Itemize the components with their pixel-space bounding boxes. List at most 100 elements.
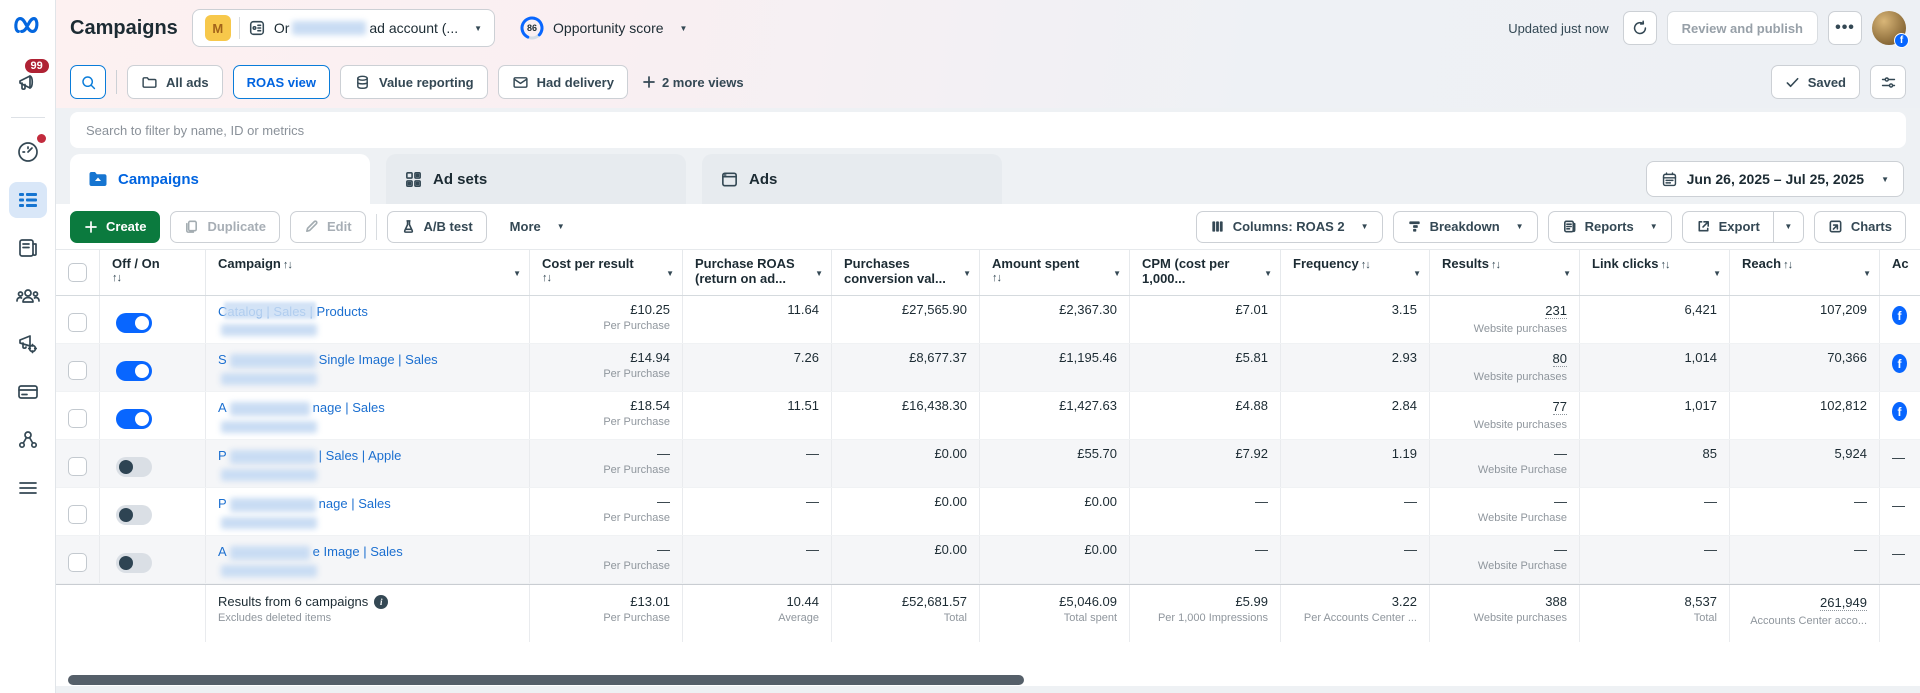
columns-button[interactable]: Columns: ROAS 2 ▼ xyxy=(1195,210,1383,243)
filter-input[interactable] xyxy=(86,122,1890,138)
campaign-name-link[interactable]: S Single Image | Sales xyxy=(218,352,438,368)
info-icon[interactable]: i xyxy=(374,594,389,609)
people-icon xyxy=(15,284,41,308)
ad-sets-icon xyxy=(406,171,421,187)
row-checkbox[interactable] xyxy=(68,505,87,524)
campaign-toggle[interactable] xyxy=(116,360,152,381)
cpm-cell: £5.81 xyxy=(1235,350,1268,365)
campaign-toggle[interactable] xyxy=(116,312,152,333)
redacted-subtitle xyxy=(221,420,317,433)
view-value-reporting[interactable]: Value reporting xyxy=(339,65,488,99)
chevron-down-icon: ▼ xyxy=(1649,222,1658,231)
column-header-cost-per-result[interactable]: Cost per result ↑↓ ▼ xyxy=(529,250,682,295)
sidebar-item-assets[interactable] xyxy=(9,422,47,458)
row-checkbox[interactable] xyxy=(68,457,87,476)
tab-ad-sets[interactable]: Ad sets xyxy=(386,154,686,204)
reach-cell: 102,812 xyxy=(1820,398,1867,413)
score-gauge: 86 xyxy=(519,15,545,41)
view-had-delivery[interactable]: Had delivery xyxy=(497,65,628,99)
column-header-reach[interactable]: Reach ↑↓ ▼ xyxy=(1729,250,1879,295)
campaign-name-link[interactable]: Catalog | Sales | Products xyxy=(218,302,517,319)
column-header-frequency[interactable]: Frequency ↑↓ ▼ xyxy=(1280,250,1429,295)
sidebar-item-account-overview[interactable] xyxy=(9,134,47,170)
refresh-button[interactable] xyxy=(1622,11,1657,45)
redacted-text xyxy=(229,401,310,416)
results-cell[interactable]: 80 xyxy=(1552,351,1567,367)
account-selector[interactable]: M Or ad account (... ▼ xyxy=(191,9,496,47)
results-cell[interactable]: 77 xyxy=(1552,399,1567,415)
duplicate-button[interactable]: Duplicate xyxy=(170,210,280,243)
tab-ads[interactable]: Ads xyxy=(702,154,1002,204)
view-roas[interactable]: ROAS view xyxy=(232,65,330,99)
view-settings-button[interactable] xyxy=(1870,65,1906,99)
results-cell[interactable]: 231 xyxy=(1545,303,1567,319)
campaign-toggle[interactable] xyxy=(116,456,152,477)
sidebar-item-all-tools[interactable] xyxy=(9,470,47,506)
sidebar-item-ads-reporting[interactable] xyxy=(9,326,47,362)
campaign-toggle[interactable] xyxy=(116,504,152,525)
edit-button[interactable]: Edit xyxy=(289,210,366,243)
campaign-toggle[interactable] xyxy=(116,408,152,429)
cpm-cell: £7.01 xyxy=(1235,302,1268,317)
column-header-results[interactable]: Results ↑↓ ▼ xyxy=(1429,250,1579,295)
column-header-off-on[interactable]: Off / On ↑↓ xyxy=(99,250,205,295)
tab-campaigns[interactable]: Campaigns xyxy=(70,154,370,204)
row-checkbox[interactable] xyxy=(68,313,87,332)
charts-button[interactable]: Charts xyxy=(1813,210,1906,243)
column-header-cpm-cost-per-1-000[interactable]: CPM (cost per 1,000... ▼ xyxy=(1129,250,1280,295)
horizontal-scrollbar[interactable] xyxy=(68,675,1024,685)
opportunity-score[interactable]: 86 Opportunity score ▼ xyxy=(519,15,687,41)
column-header-purchase-roas-return-on-ad[interactable]: Purchase ROAS (return on ad... ▼ xyxy=(682,250,831,295)
alert-dot xyxy=(36,134,46,143)
campaign-toggle[interactable] xyxy=(116,552,152,573)
amount-spent-cell: £2,367.30 xyxy=(1059,302,1117,317)
column-header-ac[interactable]: Ac xyxy=(1879,250,1919,295)
redacted-subtitle xyxy=(221,324,317,337)
row-checkbox[interactable] xyxy=(68,361,87,380)
filter-bar[interactable] xyxy=(70,112,1906,148)
column-header-campaign[interactable]: Campaign ↑↓ ▼ xyxy=(205,250,529,295)
avatar[interactable]: f xyxy=(1872,11,1909,48)
review-publish-button[interactable]: Review and publish xyxy=(1666,11,1818,45)
meta-logo-icon[interactable] xyxy=(11,14,45,41)
select-all-checkbox[interactable] xyxy=(68,263,87,282)
view-all-ads[interactable]: All ads xyxy=(127,65,223,99)
column-header-purchases-conversion-val[interactable]: Purchases conversion val... ▼ xyxy=(831,250,979,295)
more-options-button[interactable]: ••• xyxy=(1828,11,1862,45)
saved-button[interactable]: Saved xyxy=(1770,65,1860,99)
more-views-button[interactable]: 2 more views xyxy=(638,75,748,90)
breakdown-button[interactable]: Breakdown ▼ xyxy=(1392,210,1538,243)
sidebar-item-pages[interactable] xyxy=(9,230,47,266)
megaphone-icon xyxy=(16,71,40,95)
results-cell[interactable]: — xyxy=(1554,542,1567,557)
column-header-amount-spent[interactable]: Amount spent ↑↓ ▼ xyxy=(979,250,1129,295)
column-header-link-clicks[interactable]: Link clicks ↑↓ ▼ xyxy=(1579,250,1729,295)
sidebar-item-campaigns[interactable] xyxy=(8,182,47,218)
row-checkbox[interactable] xyxy=(68,553,87,572)
chevron-down-icon: ▼ xyxy=(1264,269,1272,278)
search-view-button[interactable] xyxy=(70,65,106,99)
more-button[interactable]: More ▼ xyxy=(509,219,565,234)
campaign-name-link[interactable]: P | Sales | Apple xyxy=(218,448,402,464)
sidebar-item-audiences[interactable] xyxy=(9,278,47,314)
summary-reach[interactable]: 261,949 xyxy=(1820,595,1867,611)
sidebar-item-billing[interactable] xyxy=(9,374,47,410)
date-range-picker[interactable]: Jun 26, 2025 – Jul 25, 2025 ▼ xyxy=(1645,161,1904,197)
reach-cell: 70,366 xyxy=(1827,350,1867,365)
export-button[interactable]: Export xyxy=(1681,210,1774,243)
row-checkbox[interactable] xyxy=(68,409,87,428)
reach-cell: 107,209 xyxy=(1820,302,1867,317)
ab-test-button[interactable]: A/B test xyxy=(386,210,487,243)
cost-per-result-cell: £10.25 xyxy=(630,302,670,317)
export-caret-button[interactable]: ▼ xyxy=(1773,210,1804,243)
results-cell[interactable]: — xyxy=(1554,494,1567,509)
create-button[interactable]: Create xyxy=(70,210,161,243)
opportunity-label: Opportunity score xyxy=(553,20,664,36)
sidebar-item-notifications[interactable]: 99 xyxy=(9,57,51,101)
results-cell[interactable]: — xyxy=(1554,446,1567,461)
divider xyxy=(375,213,377,240)
reports-button[interactable]: Reports ▼ xyxy=(1547,210,1672,243)
